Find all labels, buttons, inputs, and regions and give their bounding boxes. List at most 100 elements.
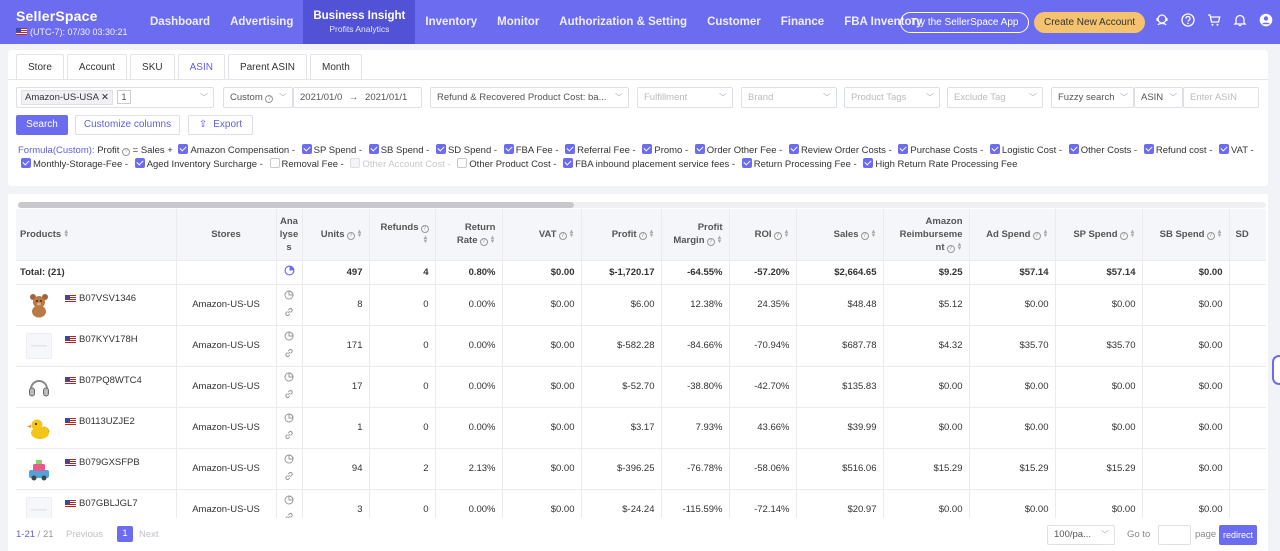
formula-checkbox[interactable] xyxy=(642,144,653,154)
column-header-units[interactable]: Units ?▲ ▼ xyxy=(302,209,370,261)
cost-mode-select[interactable]: Refund & Recovered Product Cost: ba... ﹀ xyxy=(430,87,629,108)
column-header-profit-margin[interactable]: Profit Margin ?▲ ▼ xyxy=(661,209,730,261)
table-row[interactable]: B07VSV1346 Amazon-US-US 8 0 0.00% $0.00 $6.00 1… xyxy=(16,284,1266,326)
nav-item-finance[interactable]: Finance xyxy=(771,0,834,44)
scrollbar-thumb[interactable] xyxy=(18,202,574,208)
date-range-picker[interactable]: 2021/01/0 → 2021/01/1 xyxy=(293,87,422,108)
tab-month[interactable]: Month xyxy=(309,54,362,80)
nav-item-authorization-setting[interactable]: Authorization & Setting xyxy=(549,0,697,44)
formula-checkbox[interactable] xyxy=(503,144,514,154)
nav-item-dashboard[interactable]: Dashboard xyxy=(140,0,220,44)
tab-parent-asin[interactable]: Parent ASIN xyxy=(227,54,307,80)
link-icon[interactable] xyxy=(284,389,294,402)
formula-checkbox[interactable] xyxy=(1068,144,1079,154)
cart-icon[interactable] xyxy=(1206,12,1222,28)
pie-chart-icon[interactable] xyxy=(284,412,294,426)
column-header-amazon-reimbursement[interactable]: Amazon Reimburseme nt ?▲ ▼ xyxy=(883,209,970,261)
tab-account[interactable]: Account xyxy=(66,54,128,80)
formula-checkbox[interactable] xyxy=(989,144,1000,154)
formula-checkbox[interactable] xyxy=(134,158,145,168)
formula-checkbox[interactable] xyxy=(368,144,379,154)
column-header-return-rate[interactable]: Return Rate ?▲ ▼ xyxy=(435,209,503,261)
pie-chart-icon[interactable] xyxy=(284,330,294,344)
sort-icon[interactable]: ▲ ▼ xyxy=(1042,228,1049,239)
formula-checkbox[interactable] xyxy=(1143,144,1154,154)
sort-icon[interactable]: ▲ ▼ xyxy=(63,228,70,239)
search-field-select[interactable]: ASIN ﹀ xyxy=(1134,87,1183,108)
create-account-button[interactable]: Create New Account xyxy=(1034,12,1146,33)
formula-checkbox[interactable] xyxy=(21,158,31,168)
product-tags-select[interactable]: Product Tags ﹀ xyxy=(844,87,940,108)
next-page-button[interactable]: Next xyxy=(139,529,159,540)
pie-chart-icon[interactable] xyxy=(284,494,294,508)
sort-icon[interactable]: ▲ ▼ xyxy=(422,235,429,246)
table-row[interactable]: B0113UZJE2 Amazon-US-US 1 0 0.00% $0.00 $3.17 7… xyxy=(16,407,1266,449)
tab-sku[interactable]: SKU xyxy=(130,54,175,80)
search-mode-select[interactable]: Fuzzy search ﹀ xyxy=(1051,87,1134,108)
support-icon[interactable] xyxy=(1154,12,1170,28)
sort-icon[interactable]: ▲ ▼ xyxy=(489,235,496,246)
formula-checkbox[interactable] xyxy=(269,158,280,168)
fulfillment-select[interactable]: Fulfillment ﹀ xyxy=(637,87,733,108)
column-header-refunds[interactable]: Refunds ?▲ ▼ xyxy=(369,209,436,261)
store-select[interactable]: Amazon-US-USA ✕ 1 ﹀ xyxy=(16,87,214,108)
floating-chat-handle[interactable] xyxy=(1272,355,1280,385)
asin-label[interactable]: B079GXSFPB xyxy=(65,457,140,468)
pie-chart-icon[interactable] xyxy=(284,371,294,385)
sort-icon[interactable]: ▲ ▼ xyxy=(568,228,575,239)
previous-page-button[interactable]: Previous xyxy=(66,529,103,540)
formula-checkbox[interactable] xyxy=(898,144,909,154)
table-row[interactable]: B07KYV178H Amazon-US-US 171 0 0.00% $0.00 $-58… xyxy=(16,325,1266,367)
goto-page-input[interactable] xyxy=(1158,525,1191,545)
sort-icon[interactable]: ▲ ▼ xyxy=(1216,228,1223,239)
sort-icon[interactable]: ▲ ▼ xyxy=(648,228,655,239)
column-header-sales[interactable]: Sales ?▲ ▼ xyxy=(796,209,884,261)
sort-icon[interactable]: ▲ ▼ xyxy=(716,235,723,246)
link-icon[interactable] xyxy=(284,348,294,361)
column-header-profit[interactable]: Profit ?▲ ▼ xyxy=(581,209,662,261)
link-icon[interactable] xyxy=(284,307,294,320)
search-button[interactable]: Search xyxy=(16,115,68,135)
table-row[interactable]: B07PQ8WTC4 Amazon-US-US 17 0 0.00% $0.00 $-52.… xyxy=(16,366,1266,408)
link-icon[interactable] xyxy=(284,471,294,484)
app-logo[interactable]: SellerSpace xyxy=(16,7,98,24)
sort-icon[interactable]: ▲ ▼ xyxy=(1129,228,1136,239)
table-row[interactable]: B079GXSFPB Amazon-US-US 94 2 2.13% $0.00 $-396… xyxy=(16,448,1266,490)
chip-close-icon[interactable]: ✕ xyxy=(101,92,109,103)
formula-checkbox[interactable] xyxy=(178,144,189,154)
table-row[interactable]: B07GBLJGL7 Amazon-US-US 3 0 0.00% $0.00 $-24.2… xyxy=(16,489,1266,518)
column-header-ad-spend[interactable]: Ad Spend ?▲ ▼ xyxy=(969,209,1056,261)
asin-search-input[interactable]: Enter ASIN xyxy=(1183,87,1259,108)
formula-checkbox[interactable] xyxy=(1219,144,1230,154)
exclude-tag-select[interactable]: Exclude Tag ﹀ xyxy=(947,87,1043,108)
tab-store[interactable]: Store xyxy=(16,54,64,80)
formula-checkbox[interactable] xyxy=(301,144,312,154)
asin-label[interactable]: B07KYV178H xyxy=(65,334,138,345)
nav-item-customer[interactable]: Customer xyxy=(697,0,771,44)
horizontal-scrollbar[interactable] xyxy=(18,202,1266,208)
formula-checkbox[interactable] xyxy=(563,158,574,168)
brand-select[interactable]: Brand ﹀ xyxy=(741,87,837,108)
column-header-products[interactable]: Products ▲ ▼ xyxy=(16,209,177,261)
pie-chart-icon[interactable] xyxy=(284,265,295,279)
column-header-vat[interactable]: VAT ?▲ ▼ xyxy=(502,209,582,261)
try-app-button[interactable]: Try the SellerSpace App xyxy=(900,12,1030,33)
formula-checkbox[interactable] xyxy=(863,158,874,168)
formula-checkbox[interactable] xyxy=(565,144,576,154)
user-icon[interactable] xyxy=(1258,12,1274,28)
nav-item-business-insight[interactable]: Business Insight Profits Analytics xyxy=(303,0,416,44)
help-icon[interactable] xyxy=(1180,12,1196,28)
formula-checkbox[interactable] xyxy=(694,144,705,154)
nav-item-advertising[interactable]: Advertising xyxy=(220,0,303,44)
redirect-button[interactable]: redirect xyxy=(1219,525,1257,545)
customize-columns-button[interactable]: Customize columns xyxy=(75,115,180,135)
pie-chart-icon[interactable] xyxy=(284,289,294,303)
bell-icon[interactable] xyxy=(1232,12,1248,28)
formula-checkbox[interactable] xyxy=(788,144,799,154)
formula-checkbox[interactable] xyxy=(741,158,752,168)
sort-icon[interactable]: ▲ ▼ xyxy=(956,241,963,252)
per-page-select[interactable]: 100/pa... ﹀ xyxy=(1047,525,1115,545)
pie-chart-icon[interactable] xyxy=(284,453,294,467)
column-header-sb-spend[interactable]: SB Spend ?▲ ▼ xyxy=(1142,209,1230,261)
nav-item-monitor[interactable]: Monitor xyxy=(487,0,549,44)
